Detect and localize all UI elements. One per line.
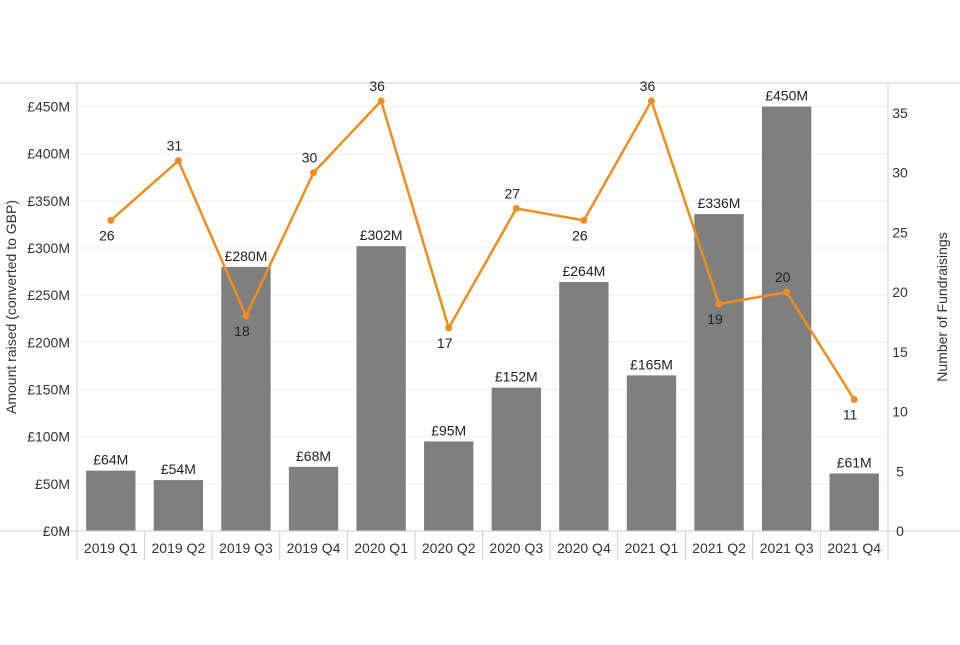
- line-value-label: 18: [234, 323, 250, 339]
- bar-series: [86, 106, 879, 532]
- bar-value-label: £95M: [431, 422, 466, 438]
- bar-value-label: £61M: [837, 454, 872, 470]
- y-tick-label: £0M: [43, 523, 70, 539]
- bar: [153, 480, 204, 531]
- data-labels: £64M £54M £280M £68M £302M £95M £152M £264M £165…: [93, 78, 871, 477]
- y-tick-label: £400M: [27, 146, 70, 162]
- line-point: [174, 157, 182, 165]
- bar-value-label: £280M: [225, 248, 268, 264]
- y2-tick-label: 0: [896, 523, 904, 539]
- x-tick-label: 2020 Q1: [354, 540, 408, 556]
- y2-tick-label: 15: [892, 344, 908, 360]
- bar: [424, 441, 474, 531]
- line-value-label: 27: [505, 185, 521, 201]
- bar-value-label: £54M: [161, 461, 196, 477]
- bar: [221, 266, 271, 531]
- y-tick-label: £300M: [27, 240, 70, 256]
- bar: [86, 470, 136, 531]
- bar-value-label: £264M: [562, 263, 605, 279]
- gridlines: [77, 106, 888, 485]
- axes: £0M £50M £100M £150M £200M £250M £300M £350M £40…: [0, 82, 960, 560]
- line-series: [107, 97, 858, 404]
- y2-tick-label: 30: [892, 165, 908, 181]
- line-point: [580, 216, 588, 224]
- line-point: [512, 204, 520, 212]
- bar: [559, 282, 609, 531]
- y2-tick-label: 10: [892, 404, 908, 420]
- x-tick-label: 2020 Q4: [557, 540, 611, 556]
- y2-tick-label: 35: [892, 105, 908, 121]
- x-tick-label: 2021 Q4: [827, 540, 881, 556]
- y2-tick-label: 5: [896, 463, 904, 479]
- bar-value-label: £165M: [630, 356, 673, 372]
- x-tick-label: 2019 Q3: [219, 540, 273, 556]
- line-point: [850, 396, 858, 404]
- y2-tick-label: 25: [892, 224, 908, 240]
- line-value-label: 36: [640, 78, 656, 94]
- y-tick-label: £100M: [27, 429, 70, 445]
- bar-value-label: £64M: [93, 452, 128, 468]
- line-point: [107, 216, 115, 224]
- y2-tick-label: 20: [892, 284, 908, 300]
- line-point: [783, 288, 791, 296]
- y-tick-label: £450M: [27, 99, 70, 115]
- x-tick-label: 2021 Q2: [692, 540, 746, 556]
- bar-value-label: £336M: [698, 195, 741, 211]
- line-value-label: 20: [775, 269, 791, 285]
- bar-value-label: £152M: [495, 369, 538, 385]
- bar: [626, 375, 677, 531]
- line-value-label: 17: [437, 335, 453, 351]
- line-value-label: 31: [167, 138, 183, 154]
- y-axis-label: Amount raised (converted to GBP): [3, 200, 19, 414]
- line-point: [377, 97, 385, 105]
- x-tick-label: 2021 Q3: [760, 540, 814, 556]
- series-line: [109, 99, 856, 401]
- y-tick-label: £150M: [27, 382, 70, 398]
- x-tick-label: 2019 Q1: [84, 540, 138, 556]
- line-value-label: 36: [369, 78, 385, 94]
- line-point: [715, 300, 723, 308]
- line-value-label: 19: [707, 311, 723, 327]
- y2-axis-label: Number of Fundraisings: [934, 232, 950, 381]
- bar-value-label: £302M: [360, 227, 403, 243]
- line-point: [647, 97, 655, 105]
- line-value-label: 11: [843, 407, 858, 423]
- x-tick-label: 2020 Q3: [489, 540, 543, 556]
- y-tick-label: £200M: [27, 334, 70, 350]
- y-tick-label: £250M: [27, 287, 70, 303]
- bar-value-label: £450M: [765, 88, 808, 104]
- bar: [356, 246, 406, 531]
- bar: [829, 473, 879, 531]
- x-tick-label: 2019 Q4: [287, 540, 341, 556]
- line-point: [310, 169, 318, 177]
- line-value-label: 30: [302, 150, 318, 166]
- x-tick-label: 2021 Q1: [625, 540, 679, 556]
- bar: [288, 466, 339, 531]
- x-tick-label: 2019 Q2: [152, 540, 206, 556]
- bar-value-label: £68M: [296, 448, 331, 464]
- line-value-label: 26: [572, 227, 588, 243]
- line-point: [445, 324, 453, 332]
- line-value-label: 26: [99, 227, 115, 243]
- bar: [491, 387, 541, 531]
- y-tick-label: £50M: [35, 476, 70, 492]
- line-point: [242, 312, 250, 320]
- bar: [694, 214, 744, 532]
- x-tick-label: 2020 Q2: [422, 540, 476, 556]
- y-tick-label: £350M: [27, 193, 70, 209]
